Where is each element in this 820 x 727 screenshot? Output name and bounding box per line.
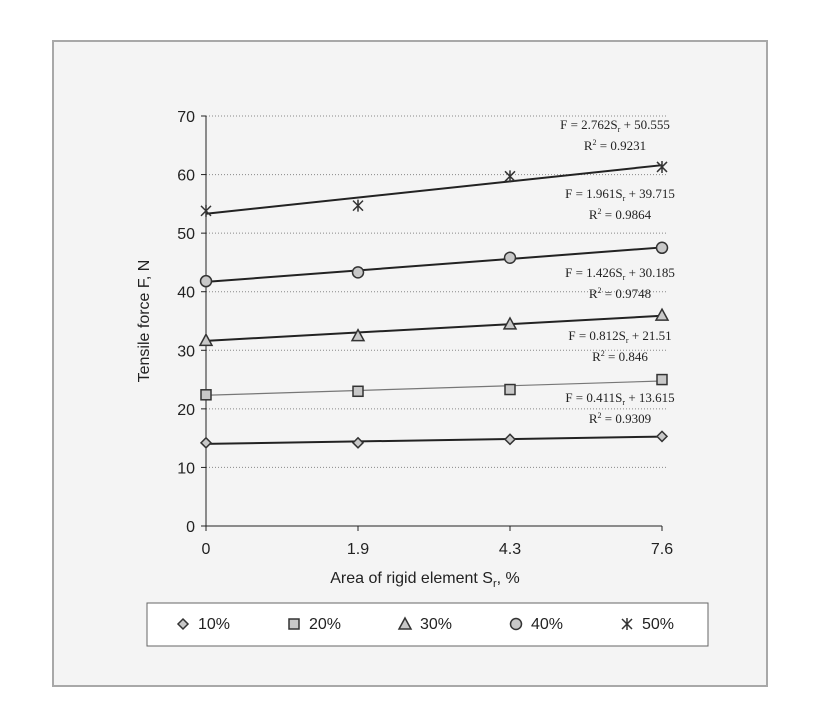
legend-marker-40% [509,617,523,631]
data-point-30% [198,332,214,347]
triangle-marker [350,328,366,342]
trend-equation: F = 0.411Sr + 13.615 [565,390,674,407]
trend-equation: F = 2.762Sr + 50.555 [560,117,670,134]
legend-marker-30% [397,616,413,630]
trend-equation: F = 1.426Sr + 30.185 [565,265,675,282]
circle-marker [503,251,517,264]
data-point-10% [199,436,213,449]
data-point-10% [351,436,365,449]
data-point-50% [656,160,668,173]
data-point-10% [503,433,517,446]
x-tick-label: 7.6 [651,541,673,558]
trend-equation: F = 1.961Sr + 39.715 [565,186,675,203]
y-tick-label: 50 [177,226,195,243]
asterisk-marker [200,204,212,217]
y-tick-label: 60 [177,168,195,185]
trend-r-squared: R2 = 0.9231 [584,138,646,153]
data-point-30% [654,307,670,321]
square-marker [656,373,668,386]
trendline-10% [205,435,663,445]
data-point-20% [352,385,364,398]
y-axis-title: Tensile force F, N [136,260,153,383]
legend-box [146,602,709,647]
data-point-40% [655,241,669,255]
legend: 10% 20% 30% 40% 50% [146,602,709,647]
y-tick-label: 30 [177,343,195,360]
asterisk-marker [621,618,633,630]
circle-marker [199,274,213,288]
asterisk-marker [656,160,668,173]
asterisk-marker [352,199,364,212]
data-point-50% [200,204,212,217]
trend-r-squared: R2 = 0.9748 [589,286,651,301]
legend-label: 20% [309,616,341,633]
diamond-marker [176,617,190,631]
square-marker [352,385,364,398]
data-point-20% [200,389,212,401]
legend-marker-10% [176,617,190,631]
legend-marker-50% [621,618,633,630]
asterisk-marker [504,170,516,183]
x-axis-title: Area of rigid element Sr, % [330,570,520,590]
x-tick-label: 4.3 [499,541,521,558]
square-marker [288,618,300,630]
circle-marker [655,241,669,255]
data-point-50% [504,170,516,183]
square-marker [504,383,516,396]
data-point-20% [504,383,516,396]
legend-label: 50% [642,616,674,633]
triangle-marker [397,616,413,630]
circle-marker [509,617,523,631]
data-point-30% [350,328,366,342]
triangle-marker [502,316,518,330]
legend-label: 10% [198,616,230,633]
data-point-50% [352,199,364,212]
chart-frame [52,40,768,687]
trend-r-squared: R2 = 0.9309 [589,411,651,426]
triangle-marker [654,307,670,321]
trend-r-squared: R2 = 0.846 [592,349,648,364]
trend-r-squared: R2 = 0.9864 [589,207,652,222]
y-tick-label: 70 [177,109,195,126]
diamond-marker [503,433,517,446]
triangle-marker [198,332,214,347]
square-marker [200,389,212,401]
data-point-30% [502,316,518,330]
data-point-10% [655,430,669,443]
diamond-marker [199,436,213,449]
y-tick-label: 20 [177,402,195,419]
diamond-marker [655,430,669,443]
trendline-50% [205,164,663,215]
trend-equation: F = 0.812Sr + 21.51 [568,328,671,345]
trendline-20% [205,380,663,396]
trendline-30% [205,314,663,342]
legend-marker-20% [288,618,300,630]
diamond-marker [351,436,365,449]
legend-label: 40% [531,616,563,633]
y-tick-label: 40 [177,285,195,302]
data-point-40% [503,251,517,264]
y-tick-label: 10 [177,460,195,477]
circle-marker [351,266,365,279]
data-point-40% [351,266,365,279]
data-point-40% [199,274,213,288]
x-tick-label: 1.9 [347,541,369,558]
data-point-20% [656,373,668,386]
y-tick-label: 0 [186,519,195,536]
trendline-40% [205,246,663,283]
x-tick-label: 0 [202,541,211,558]
legend-label: 30% [420,616,452,633]
